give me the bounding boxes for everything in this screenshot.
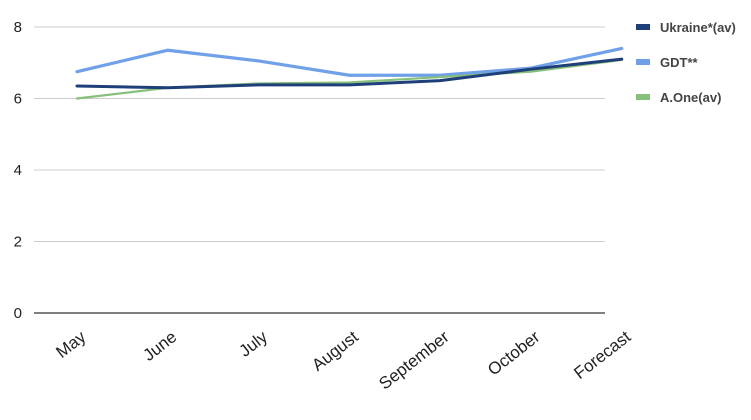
series-line-ukraine-av — [75, 57, 624, 90]
y-axis-ticks: 0 2 4 6 8 — [14, 19, 22, 322]
legend: Ukraine*(av) GDT** A.One(av) — [636, 20, 736, 105]
x-axis-ticks: May June July August September October Forecas… — [52, 327, 634, 393]
x-tick-label: August — [308, 327, 362, 375]
x-tick-label: June — [140, 327, 181, 365]
x-tick-label: July — [236, 327, 272, 361]
x-tick-label: May — [52, 327, 89, 362]
x-tick-label: September — [375, 327, 452, 393]
legend-swatch — [636, 59, 650, 65]
y-tick-label: 2 — [14, 234, 22, 251]
x-tick-label: October — [484, 327, 544, 379]
legend-label: A.One(av) — [660, 90, 721, 105]
y-tick-label: 0 — [14, 305, 22, 322]
legend-swatch — [636, 94, 650, 100]
gridlines — [34, 26, 605, 314]
y-tick-label: 4 — [14, 162, 22, 179]
x-tick-label: Forecast — [570, 327, 634, 383]
legend-swatch — [636, 24, 650, 30]
legend-label: Ukraine*(av) — [660, 20, 736, 35]
series-lines — [75, 46, 624, 100]
y-tick-label: 8 — [14, 19, 22, 36]
y-tick-label: 6 — [14, 91, 22, 108]
legend-label: GDT** — [660, 55, 699, 70]
